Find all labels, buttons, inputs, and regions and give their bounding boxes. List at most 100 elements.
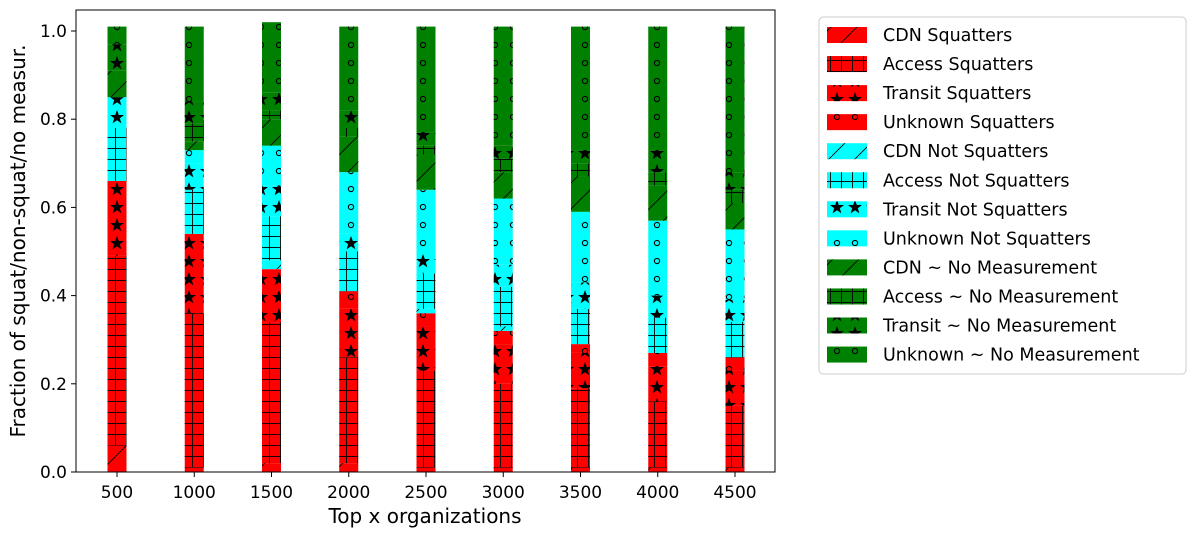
- bar-segment-transit-not-squatters-4000: [648, 295, 668, 318]
- bar-segment-cdn-squatters-3000: [493, 467, 513, 472]
- bar-segment-cdn-no-measurement-2500: [416, 154, 436, 190]
- x-tick-label: 2500: [404, 483, 447, 503]
- bar-segment-unknown-no-measurement-1500: [262, 22, 281, 93]
- bar-segment-transit-not-squatters-3000: [493, 264, 513, 287]
- bar-segment-unknown-not-squatters-1500: [262, 145, 281, 186]
- bar-segment-access-squatters-500: [107, 255, 127, 446]
- bar-segment-cdn-not-squatters-1500: [262, 260, 281, 270]
- legend-item: CDN Squatters: [827, 26, 1012, 46]
- bar-segment-cdn-no-measurement-3000: [493, 172, 513, 199]
- x-axis: 500 1000 1500 2000 2500 3000 3500 4000 4500: [101, 472, 757, 503]
- legend-label: Unknown Squatters: [883, 113, 1055, 133]
- y-tick-label: 0.8: [40, 110, 67, 130]
- bar-segment-access-squatters-4000: [648, 401, 668, 468]
- bar-segment-transit-squatters-4500: [725, 370, 745, 406]
- bar-segment-cdn-no-measurement-500: [107, 70, 127, 98]
- bar-segment-unknown-squatters-2000: [339, 291, 359, 309]
- bar-segment-cdn-no-measurement-1000: [184, 141, 204, 151]
- bar-segment-transit-no-measurement-3500: [571, 150, 590, 164]
- bar-segment-unknown-squatters-3500: [571, 344, 590, 353]
- bar-segment-unknown-no-measurement-3500: [571, 26, 590, 151]
- bar-segment-unknown-not-squatters-2000: [339, 172, 359, 234]
- y-axis-label: Fraction of squat/non-squat/no measur.: [6, 44, 30, 437]
- legend-label: CDN ~ No Measurement: [883, 258, 1097, 278]
- bar-segment-unknown-no-measurement-4500: [725, 26, 745, 173]
- legend-label: CDN Squatters: [883, 26, 1012, 46]
- legend-item: Access Not Squatters: [827, 171, 1070, 191]
- bar-segment-transit-not-squatters-4500: [725, 300, 745, 323]
- bar-segment-unknown-not-squatters-3500: [571, 211, 590, 283]
- bar-segment-transit-not-squatters-2000: [339, 233, 359, 252]
- bar-segment-cdn-not-squatters-2500: [416, 308, 436, 314]
- bar-segment-transit-squatters-3500: [571, 352, 590, 389]
- bar-segment-access-no-measurement-1000: [184, 123, 204, 142]
- legend-item: Unknown Squatters: [827, 113, 1055, 133]
- bar-segment-unknown-no-measurement-1000: [184, 26, 204, 102]
- bar-segment-transit-not-squatters-3500: [571, 282, 590, 309]
- bar-segment-unknown-squatters-2500: [416, 313, 436, 327]
- bar-segment-cdn-no-measurement-4000: [648, 185, 668, 221]
- bar-segment-transit-no-measurement-1500: [262, 92, 281, 111]
- bar-segment-cdn-squatters-1000: [184, 467, 204, 472]
- bar-segment-cdn-squatters-4000: [648, 467, 668, 472]
- y-tick-label: 0.4: [40, 287, 67, 307]
- bar-segment-cdn-no-measurement-4500: [725, 202, 745, 230]
- x-tick-label: 500: [101, 483, 133, 503]
- bar-segment-transit-not-squatters-1500: [262, 185, 281, 217]
- legend-item: Transit ~ No Measurement: [827, 317, 1116, 337]
- x-tick-label: 4500: [713, 483, 756, 503]
- bar-segment-access-squatters-3000: [493, 383, 513, 468]
- bar-segment-transit-no-measurement-2000: [339, 110, 359, 129]
- bar-segment-access-squatters-2500: [416, 370, 436, 468]
- bar-segment-cdn-no-measurement-1500: [262, 119, 281, 146]
- legend-item: Unknown Not Squatters: [827, 229, 1091, 249]
- bar-segment-access-no-measurement-3000: [493, 158, 513, 173]
- legend-label: Unknown Not Squatters: [883, 229, 1091, 249]
- bar-segment-transit-no-measurement-3000: [493, 145, 513, 159]
- legend-label: Access Not Squatters: [883, 171, 1070, 191]
- bar-segment-access-squatters-1500: [262, 322, 281, 464]
- bar-segment-access-no-measurement-2000: [339, 128, 359, 137]
- x-tick-label: 3000: [482, 483, 525, 503]
- legend-label: Transit Squatters: [882, 84, 1031, 104]
- legend-label: Transit ~ No Measurement: [882, 317, 1116, 337]
- bar-segment-transit-squatters-4000: [648, 366, 668, 402]
- bar-segment-access-not-squatters-4500: [725, 322, 745, 358]
- bar-segment-cdn-squatters-3500: [571, 467, 590, 472]
- legend-label: Unknown ~ No Measurement: [883, 346, 1140, 366]
- bar-segment-transit-squatters-2500: [416, 326, 436, 371]
- bar-segment-access-no-measurement-1500: [262, 110, 281, 120]
- bar-segment-unknown-not-squatters-2500: [416, 189, 436, 252]
- bar-segment-transit-not-squatters-2500: [416, 251, 436, 274]
- bar-segment-transit-squatters-1000: [184, 233, 204, 314]
- x-tick-label: 2000: [327, 483, 370, 503]
- bar-segment-access-squatters-4500: [725, 405, 745, 468]
- bar-segment-access-not-squatters-1500: [262, 216, 281, 261]
- bar-segment-unknown-squatters-4000: [648, 352, 668, 367]
- legend-item: Unknown ~ No Measurement: [827, 346, 1140, 366]
- legend-item: Access Squatters: [827, 55, 1033, 75]
- bar-segment-access-not-squatters-2000: [339, 251, 359, 292]
- y-axis: 0.0 0.2 0.4 0.6 0.8 1.0: [40, 22, 76, 483]
- bar-segment-unknown-no-measurement-2000: [339, 26, 359, 111]
- y-tick-label: 0.6: [40, 198, 67, 218]
- y-tick-label: 0.0: [40, 463, 67, 483]
- y-tick-label: 1.0: [40, 22, 67, 42]
- bar-segment-transit-no-measurement-500: [107, 44, 127, 71]
- x-tick-label: 3500: [559, 483, 602, 503]
- legend-item: Transit Not Squatters: [827, 200, 1068, 220]
- y-tick-label: 0.2: [40, 375, 67, 395]
- bar-segment-access-not-squatters-500: [107, 128, 127, 181]
- bar-segment-unknown-not-squatters-3000: [493, 198, 513, 265]
- bar-segment-unknown-no-measurement-2500: [416, 26, 436, 133]
- legend-item: CDN Not Squatters: [827, 142, 1048, 162]
- bar-segment-transit-squatters-2000: [339, 308, 359, 358]
- bar-segment-transit-squatters-1500: [262, 269, 281, 323]
- bar-segment-access-no-measurement-4000: [648, 172, 668, 186]
- bar-segment-cdn-squatters-1500: [262, 463, 281, 472]
- x-tick-label: 1000: [173, 483, 216, 503]
- bar-segment-access-not-squatters-3000: [493, 286, 513, 327]
- bar-segment-access-no-measurement-4500: [725, 189, 745, 203]
- legend: CDN Squatters Access Squatters Transit Squ…: [818, 16, 1187, 375]
